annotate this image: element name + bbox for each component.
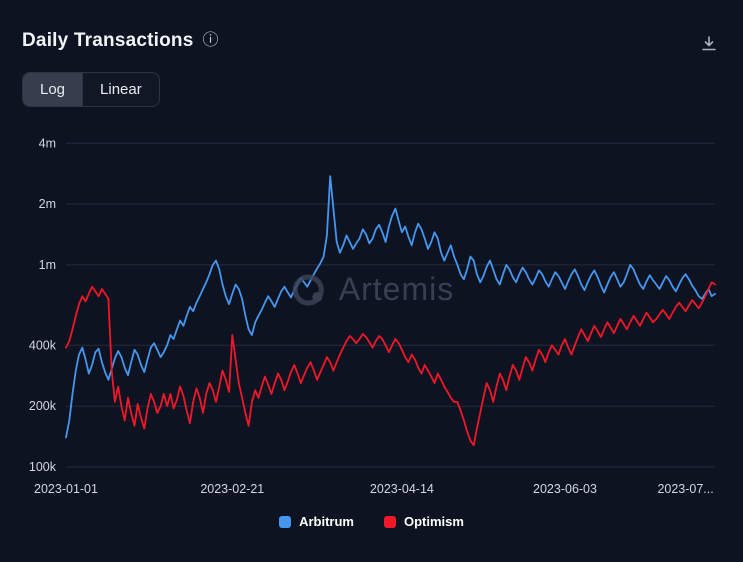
- x-tick-label: 2023-06-03: [533, 482, 597, 496]
- legend-label: Arbitrum: [299, 514, 354, 529]
- chart-header: Daily Transactions ⓘ: [0, 0, 743, 52]
- y-tick-label: 4m: [39, 136, 56, 150]
- legend-swatch: [279, 515, 292, 528]
- y-tick-label: 100k: [29, 460, 57, 474]
- y-tick-label: 200k: [29, 399, 57, 413]
- x-tick-label: 2023-02-21: [200, 482, 264, 496]
- x-tick-label: 2023-01-01: [34, 482, 98, 496]
- legend-item-optimism[interactable]: Optimism: [383, 514, 464, 529]
- y-tick-label: 2m: [39, 197, 56, 211]
- legend-label: Optimism: [403, 514, 464, 529]
- chart-area: 4m 2m 1m 400k 200k 100k 2023-01-01 2023-02-21 20…: [0, 115, 743, 512]
- y-tick-label: 400k: [29, 338, 57, 352]
- chart-svg[interactable]: 4m 2m 1m 400k 200k 100k 2023-01-01 2023-02-21 20…: [0, 115, 743, 507]
- linear-button[interactable]: Linear: [82, 73, 159, 106]
- x-tick-label: 2023-04-14: [370, 482, 434, 496]
- info-icon[interactable]: ⓘ: [202, 32, 219, 49]
- y-tick-label: 1m: [39, 258, 56, 272]
- log-button[interactable]: Log: [23, 73, 83, 106]
- chart-legend: Arbitrum Optimism: [0, 514, 743, 529]
- x-tick-label: 2023-07...: [657, 482, 713, 496]
- series-line-arbitrum: [65, 175, 716, 439]
- series-line-optimism: [65, 281, 716, 447]
- page-title: Daily Transactions: [22, 30, 194, 51]
- download-button[interactable]: [697, 32, 721, 56]
- legend-swatch: [383, 515, 396, 528]
- legend-item-arbitrum[interactable]: Arbitrum: [279, 514, 354, 529]
- download-icon: [702, 36, 716, 51]
- scale-toggle: Log Linear: [22, 72, 160, 107]
